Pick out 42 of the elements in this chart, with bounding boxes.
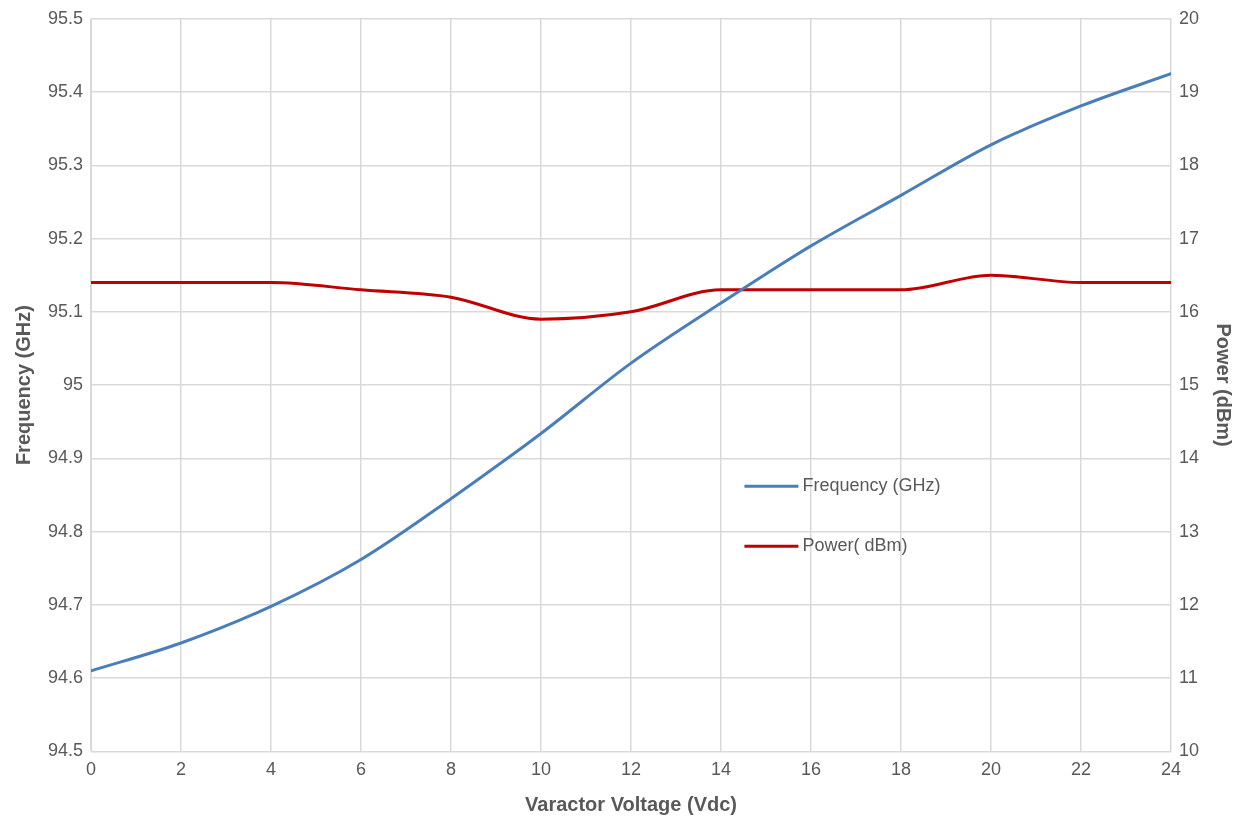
y2-tick-label: 17 [1178,227,1200,248]
x-tick-label: 10 [530,759,552,780]
y-tick-label: 95.4 [47,81,84,102]
y-tick-label: 95.1 [47,300,84,321]
x-tick-label: 8 [446,759,457,780]
y2-tick-label: 11 [1178,667,1198,688]
x-tick-label: 12 [620,759,642,780]
x-tick-label: 22 [1070,759,1091,780]
y-tick-label: 95.2 [47,227,84,248]
legend-label: Power( dBm) [802,535,908,556]
y-tick-label: 94.9 [47,447,84,468]
y-tick-label: 94.6 [47,667,84,688]
x-tick-label: 2 [176,759,187,780]
x-tick-label: 18 [890,759,912,780]
y2-tick-label: 15 [1178,374,1200,395]
x-tick-label: 4 [266,759,277,780]
y2-tick-label: 12 [1178,593,1200,614]
y-tick-label: 94.8 [47,520,84,541]
line-series [91,72,1171,673]
x-tick-label: 24 [1160,759,1181,780]
x-tick-label: 6 [356,759,367,780]
x-tick-label: 14 [710,759,732,780]
x-tick-label: 0 [86,759,97,780]
line-series [91,273,1171,321]
y2-tick-label: 14 [1178,447,1200,468]
y-tick-label: 94.7 [47,593,84,614]
y2-tick-label: 10 [1178,740,1200,761]
y-tick-label: 94.5 [47,740,84,761]
y2-tick-label: 18 [1178,154,1200,175]
x-tick-label: 20 [980,759,1001,780]
y2-tick-label: 19 [1178,81,1200,102]
y2-tick-label: 16 [1178,300,1200,321]
y-tick-label: 95 [63,374,84,395]
x-tick-label: 16 [800,759,822,780]
y2-axis-title: Power (dBm) [1213,323,1236,447]
y2-tick-label: 13 [1178,520,1200,541]
legend-label: Frequency (GHz) [802,475,941,496]
y-axis-title: Frequency (GHz) [11,305,34,466]
x-axis-title: Varactor Voltage (Vdc) [525,792,737,815]
y2-tick-label: 20 [1178,7,1200,28]
y-tick-label: 95.3 [47,154,84,175]
y-tick-label: 95.5 [47,7,84,28]
